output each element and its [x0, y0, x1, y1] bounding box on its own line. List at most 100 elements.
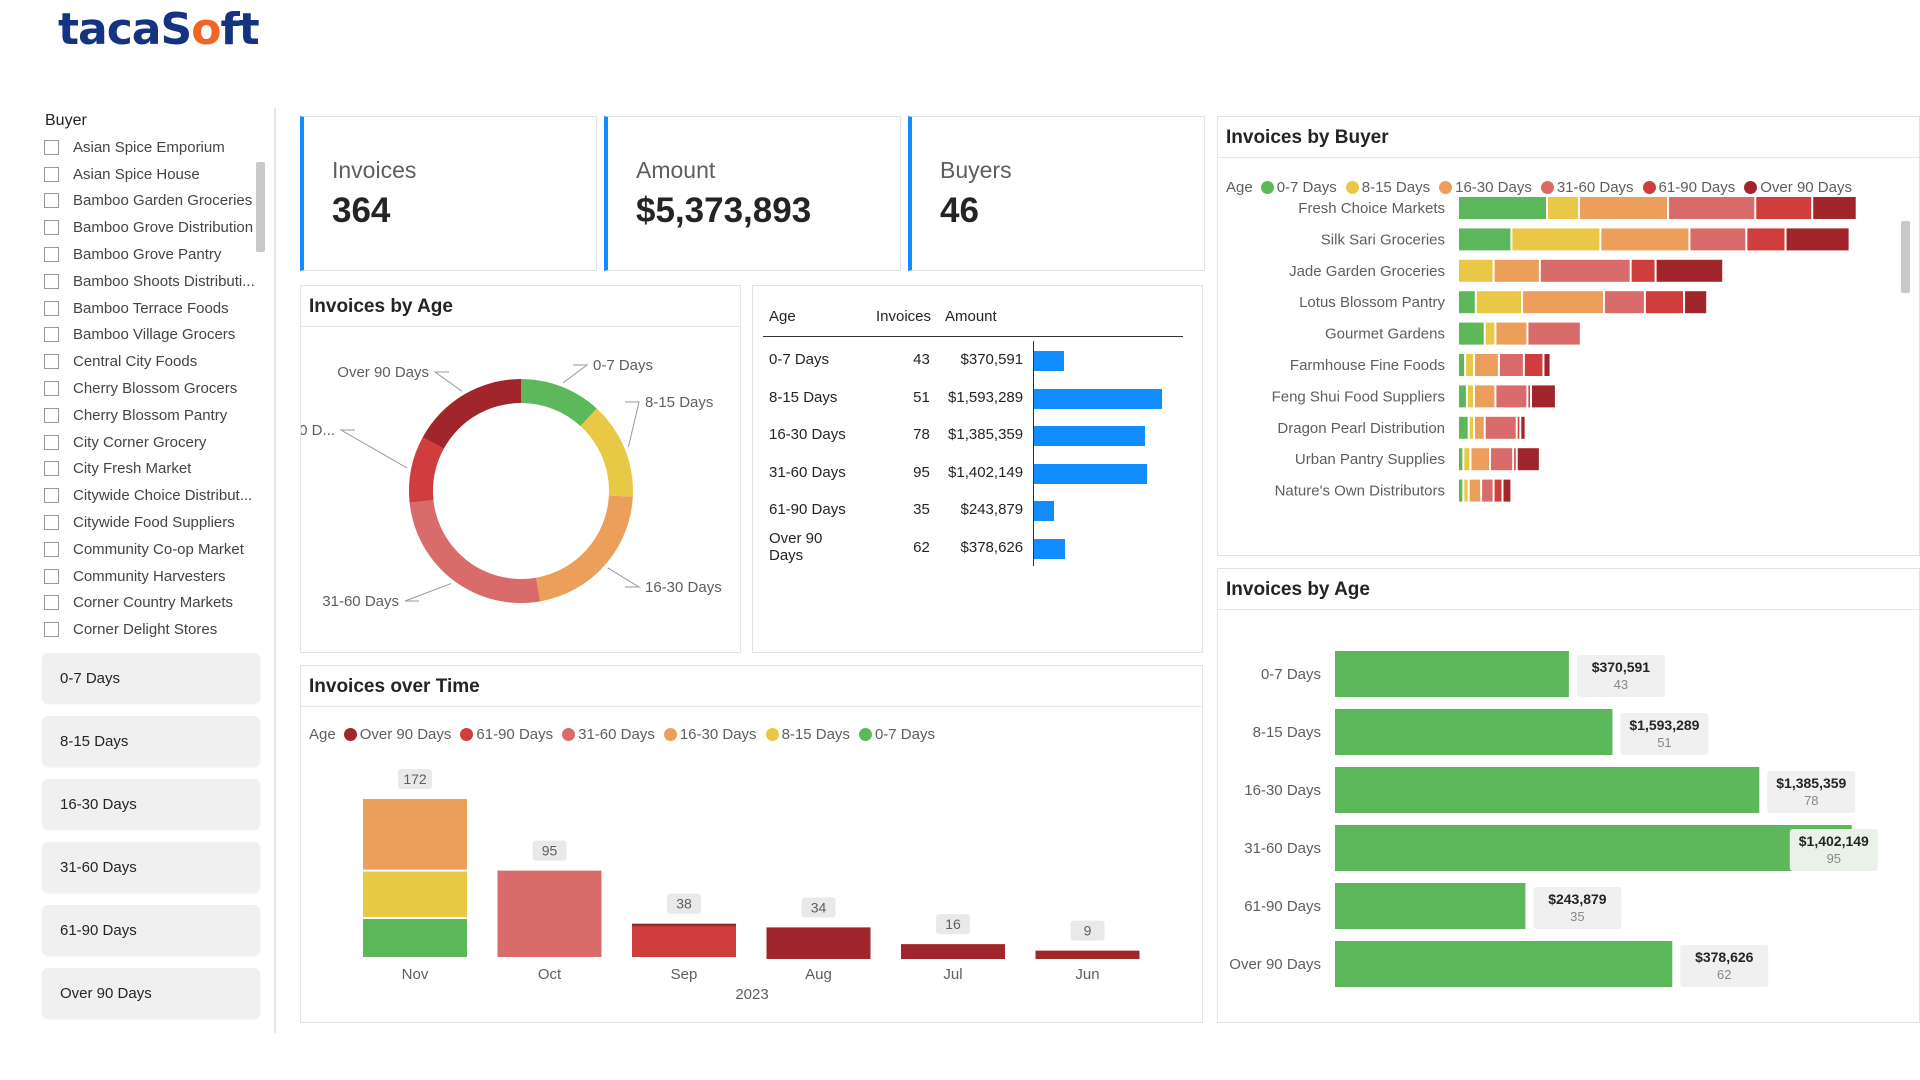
legend-item[interactable]: Over 90 Days: [1744, 179, 1852, 196]
slicer-item[interactable]: Community Harvesters: [36, 563, 274, 590]
buyer-bar-segment[interactable]: [1459, 259, 1493, 282]
table-row[interactable]: 16-30 Days 78 $1,385,359: [763, 416, 1183, 454]
checkbox[interactable]: [44, 327, 59, 343]
age-filter-button[interactable]: Over 90 Days: [42, 968, 260, 1018]
legend-item[interactable]: 0-7 Days: [1260, 179, 1337, 196]
agebar-bar[interactable]: [1335, 767, 1760, 813]
time-bar-segment[interactable]: [363, 919, 467, 957]
checkbox[interactable]: [44, 461, 59, 477]
legend-item[interactable]: 61-90 Days: [1642, 179, 1735, 196]
agebar-bar[interactable]: [1335, 825, 1852, 871]
time-bar-segment[interactable]: [497, 870, 602, 957]
buyer-bar-segment[interactable]: [1494, 479, 1502, 502]
donut-slice[interactable]: [409, 500, 541, 603]
buyer-bar-segment[interactable]: [1459, 354, 1465, 376]
slicer-item[interactable]: City Corner Grocery: [36, 429, 274, 456]
buyer-bar-segment[interactable]: [1528, 385, 1530, 408]
buyer-bar-segment[interactable]: [1523, 291, 1603, 314]
buyer-bar-segment[interactable]: [1514, 448, 1516, 471]
slicer-item[interactable]: Corner Delight Stores: [36, 616, 274, 643]
donut-slice[interactable]: [580, 408, 633, 497]
buyer-bar-segment[interactable]: [1459, 197, 1546, 219]
buyer-bar-segment[interactable]: [1531, 385, 1555, 408]
agebar-bar[interactable]: [1335, 883, 1526, 929]
buyer-bar-segment[interactable]: [1464, 448, 1470, 471]
checkbox[interactable]: [44, 193, 59, 209]
buyer-bar-segment[interactable]: [1485, 416, 1516, 439]
time-bar-segment[interactable]: [632, 923, 736, 927]
checkbox[interactable]: [44, 515, 59, 531]
buyer-bar-segment[interactable]: [1645, 291, 1684, 314]
table-row[interactable]: 61-90 Days 35 $243,879: [763, 491, 1183, 529]
legend-item[interactable]: 16-30 Days: [663, 726, 757, 743]
buyer-bar-segment[interactable]: [1459, 479, 1463, 502]
time-bar-segment[interactable]: [901, 944, 1005, 959]
legend-item[interactable]: 0-7 Days: [858, 726, 935, 743]
buyer-bar-segment[interactable]: [1467, 385, 1474, 408]
buyer-bar-segment[interactable]: [1517, 448, 1539, 471]
buyer-bar-segment[interactable]: [1494, 259, 1539, 282]
buyer-bar-segment[interactable]: [1459, 448, 1463, 471]
agebar-bar[interactable]: [1335, 651, 1569, 697]
time-bar-segment[interactable]: [363, 871, 467, 918]
buyer-bar-segment[interactable]: [1656, 259, 1723, 282]
buyer-bar-segment[interactable]: [1471, 448, 1490, 471]
checkbox[interactable]: [44, 622, 59, 638]
table-row[interactable]: 0-7 Days 43 $370,591: [763, 341, 1183, 379]
slicer-item[interactable]: Bamboo Grove Distribution: [36, 214, 274, 241]
buyer-bar-segment[interactable]: [1548, 197, 1579, 219]
buyer-bar-segment[interactable]: [1464, 479, 1468, 502]
buyer-bar-segment[interactable]: [1485, 322, 1495, 345]
buyer-bar-segment[interactable]: [1475, 354, 1498, 376]
buyer-bar-segment[interactable]: [1476, 291, 1522, 314]
buyer-bar-segment[interactable]: [1469, 479, 1481, 502]
checkbox[interactable]: [44, 139, 59, 155]
buyer-bar-segment[interactable]: [1475, 385, 1495, 408]
buyer-bar-segment[interactable]: [1669, 197, 1755, 219]
col-age-header[interactable]: Age: [769, 307, 796, 325]
slicer-item[interactable]: Corner Country Markets: [36, 590, 274, 617]
legend-item[interactable]: 8-15 Days: [1345, 179, 1430, 196]
buyer-bar-segment[interactable]: [1521, 416, 1525, 439]
col-invoices-header[interactable]: Invoices: [875, 307, 931, 325]
legend-item[interactable]: 61-90 Days: [460, 726, 553, 743]
buyer-bar-segment[interactable]: [1631, 259, 1655, 282]
buyer-bar-segment[interactable]: [1528, 322, 1580, 345]
slicer-item[interactable]: Bamboo Grove Pantry: [36, 241, 274, 268]
buyer-bar-segment[interactable]: [1496, 385, 1527, 408]
buyer-bar-segment[interactable]: [1512, 228, 1600, 251]
checkbox[interactable]: [44, 247, 59, 263]
checkbox[interactable]: [44, 568, 59, 584]
slicer-item[interactable]: Central City Foods: [36, 348, 274, 375]
checkbox[interactable]: [44, 166, 59, 182]
legend-item[interactable]: 8-15 Days: [765, 726, 850, 743]
table-row[interactable]: Over 90 Days 62 $378,626: [763, 528, 1183, 566]
buyer-bar-segment[interactable]: [1747, 228, 1785, 251]
buyer-bar-segment[interactable]: [1756, 197, 1812, 219]
checkbox[interactable]: [44, 220, 59, 236]
buyer-bar-segment[interactable]: [1459, 291, 1475, 314]
legend-item[interactable]: 16-30 Days: [1439, 179, 1532, 196]
agebar-bar[interactable]: [1335, 709, 1613, 755]
age-filter-button[interactable]: 61-90 Days: [42, 905, 260, 955]
checkbox[interactable]: [44, 434, 59, 450]
buyer-bar-segment[interactable]: [1503, 479, 1511, 502]
slicer-item[interactable]: Citywide Choice Distribut...: [36, 482, 274, 509]
slicer-item[interactable]: Bamboo Village Grocers: [36, 322, 274, 349]
age-filter-button[interactable]: 0-7 Days: [42, 653, 260, 703]
buyer-bar-segment[interactable]: [1604, 291, 1644, 314]
donut-slice[interactable]: [536, 495, 633, 602]
legend-item[interactable]: 31-60 Days: [562, 726, 655, 743]
buyer-bar-segment[interactable]: [1786, 228, 1849, 251]
time-bar-segment[interactable]: [632, 926, 736, 957]
donut-slice[interactable]: [409, 437, 444, 503]
col-amount-header[interactable]: Amount: [945, 307, 997, 325]
table-row[interactable]: 8-15 Days 51 $1,593,289: [763, 378, 1183, 416]
buyer-bar-segment[interactable]: [1499, 354, 1523, 376]
buyer-bar-segment[interactable]: [1580, 197, 1668, 219]
buyer-bar-segment[interactable]: [1459, 385, 1466, 408]
buyer-bar-segment[interactable]: [1524, 354, 1543, 376]
buyer-bar-segment[interactable]: [1459, 322, 1484, 345]
buyer-bar-segment[interactable]: [1475, 416, 1484, 439]
buyer-bar-segment[interactable]: [1690, 228, 1746, 251]
